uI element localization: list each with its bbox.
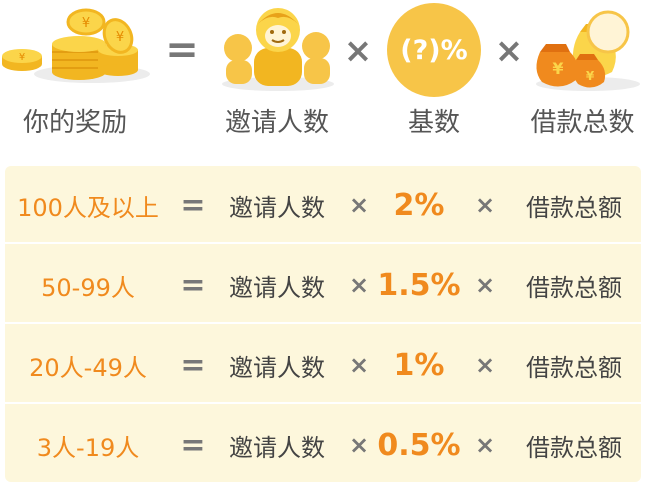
times-sign: × <box>474 351 496 379</box>
reward-rate-table: 100人及以上 = 邀请人数 × 2% × 借款总额 50-99人 = 邀请人数… <box>5 166 641 482</box>
table-row: 100人及以上 = 邀请人数 × 2% × 借款总额 <box>5 166 641 244</box>
tier-label: 20人-49人 <box>29 353 147 382</box>
rate-value: 0.5% <box>377 427 461 463</box>
reward-formula: ¥ ¥ ¥ 你的奖励 = <box>0 0 645 160</box>
times-sign-1: × <box>343 31 373 71</box>
equals-sign: = <box>165 27 199 73</box>
times-sign: × <box>348 351 370 379</box>
svg-text:¥: ¥ <box>82 16 90 31</box>
rate-placeholder: (?)% <box>400 34 468 66</box>
times-sign: × <box>348 431 370 459</box>
base-label: 基数 <box>407 108 460 138</box>
invitees-text: 邀请人数 <box>229 273 325 302</box>
loan-total-label: 借款总数 <box>530 108 635 138</box>
svg-text:¥: ¥ <box>552 59 563 78</box>
loan-amount-text: 借款总额 <box>526 353 622 382</box>
invitees-text: 邀请人数 <box>229 433 325 462</box>
loan-amount-text: 借款总额 <box>526 273 622 302</box>
invitees-text: 邀请人数 <box>229 353 325 382</box>
row-divider <box>5 322 641 324</box>
equals-sign: = <box>180 347 206 383</box>
reward-label: 你的奖励 <box>22 108 127 138</box>
svg-text:¥: ¥ <box>116 30 124 45</box>
tier-label: 3人-19人 <box>36 433 140 462</box>
tier-label: 50-99人 <box>41 273 135 302</box>
times-sign: × <box>348 191 370 219</box>
rate-value: 1% <box>393 347 445 383</box>
svg-text:¥: ¥ <box>586 69 595 83</box>
times-sign-2: × <box>494 31 524 71</box>
equals-sign: = <box>180 187 206 223</box>
rate-circle: (?)% <box>387 3 481 97</box>
invitees-text: 邀请人数 <box>229 193 325 222</box>
times-sign: × <box>348 271 370 299</box>
people-icon <box>218 2 336 92</box>
loan-amount-text: 借款总额 <box>526 433 622 462</box>
table-row: 20人-49人 = 邀请人数 × 1% × 借款总额 <box>5 326 641 404</box>
money-bags-icon: ¥ ¥ <box>530 8 642 92</box>
invitees-label: 邀请人数 <box>224 108 329 138</box>
row-divider <box>5 402 641 404</box>
table-row: 50-99人 = 邀请人数 × 1.5% × 借款总额 <box>5 246 641 324</box>
times-sign: × <box>474 271 496 299</box>
tier-label: 100人及以上 <box>17 193 159 222</box>
equals-sign: = <box>180 427 206 463</box>
coins-icon: ¥ ¥ ¥ <box>0 8 150 88</box>
table-row: 3人-19人 = 邀请人数 × 0.5% × 借款总额 <box>5 406 641 484</box>
rate-value: 2% <box>393 187 445 223</box>
equals-sign: = <box>180 267 206 303</box>
loan-amount-text: 借款总额 <box>526 193 622 222</box>
times-sign: × <box>474 191 496 219</box>
svg-text:¥: ¥ <box>19 52 25 63</box>
row-divider <box>5 242 641 244</box>
rate-value: 1.5% <box>377 267 461 303</box>
times-sign: × <box>474 431 496 459</box>
